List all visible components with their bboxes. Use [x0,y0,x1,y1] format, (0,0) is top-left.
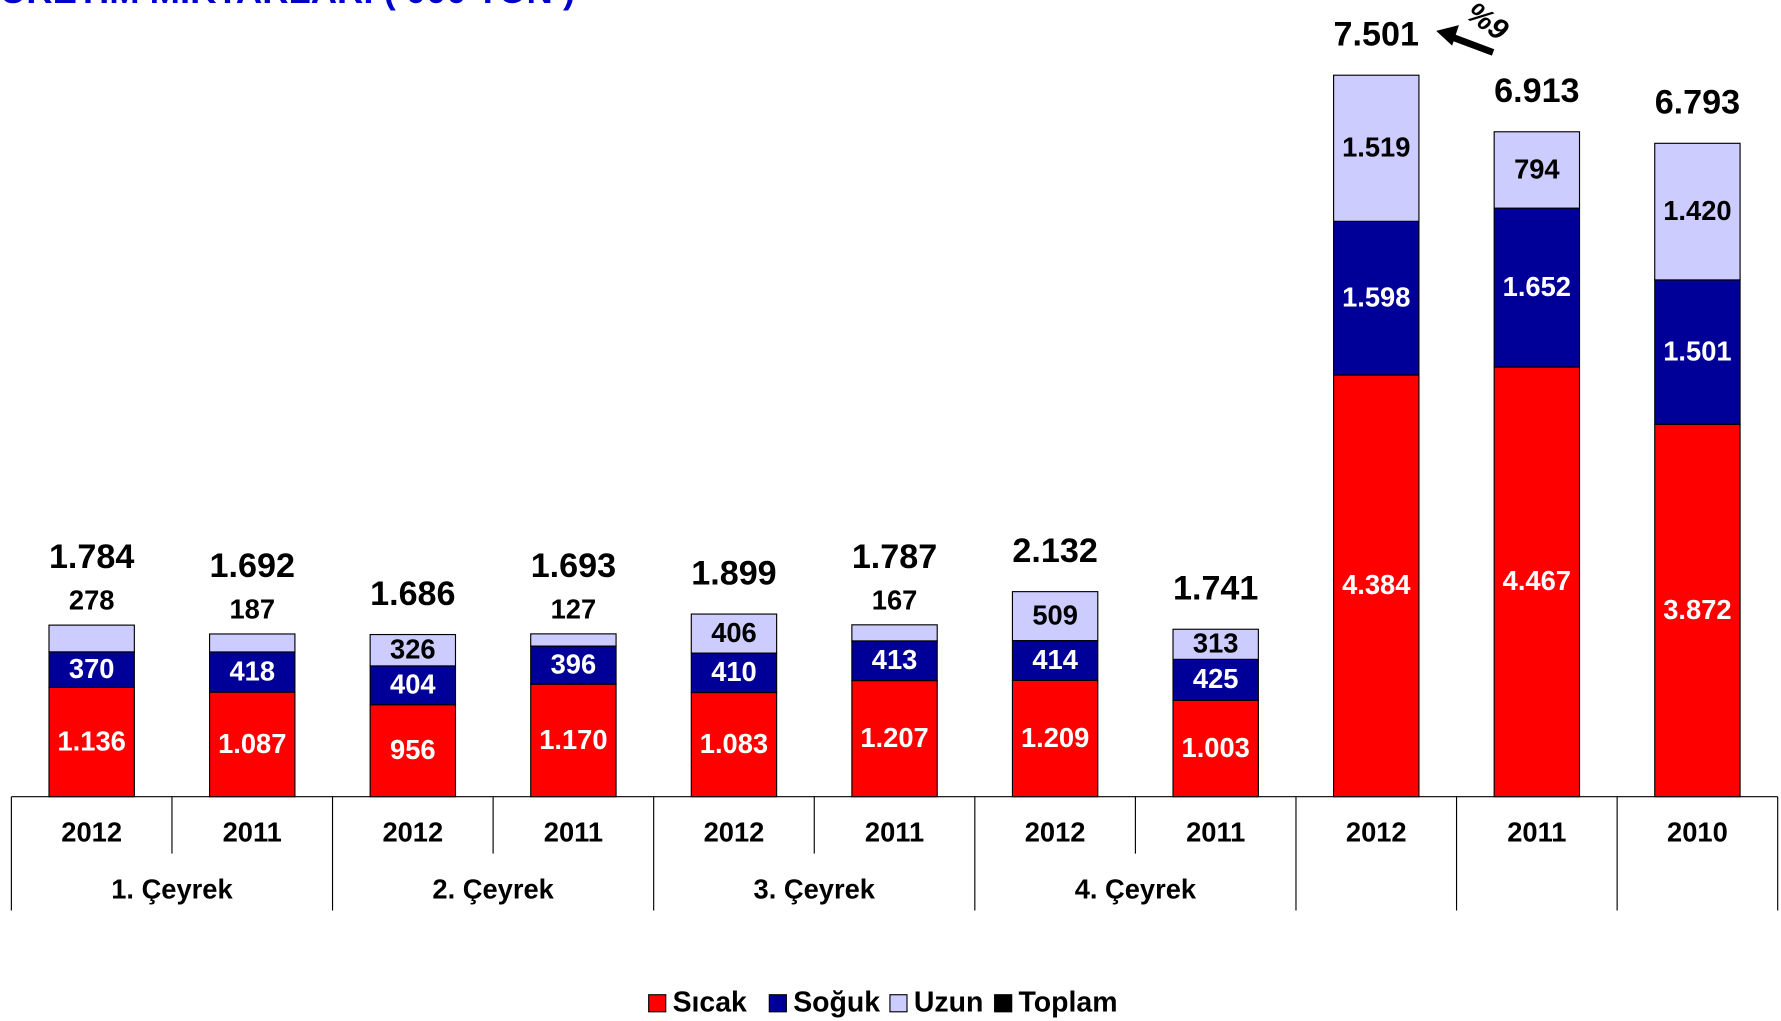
bar-segment [1172,628,1259,660]
bar-segment [48,624,135,653]
x-tick-label: 2012 [704,816,765,847]
value-label: 4.467 [1503,565,1571,596]
legend-swatch [768,994,787,1013]
bar-segment [530,645,617,685]
legend-label: Uzun [914,986,984,1018]
bar-segment [369,665,457,706]
x-tick-label: 2011 [1186,816,1245,847]
total-label: 1.692 [210,547,295,585]
bar-segment [690,613,778,654]
value-label: 1.652 [1503,271,1571,302]
value-label: 1.598 [1342,282,1410,313]
total-label: 2.132 [1012,532,1097,570]
value-label: 1.083 [700,728,768,759]
value-label: 278 [69,585,115,616]
total-label: 1.693 [531,547,616,585]
value-label: 1.087 [218,728,286,759]
x-tick-label: 2012 [61,816,122,847]
total-label: 6.913 [1494,72,1579,110]
total-label: 1.899 [691,554,776,592]
value-label: 404 [390,669,436,700]
value-label: 406 [711,617,757,648]
bar-segment [1011,679,1099,798]
x-tick-label: 2010 [1667,816,1728,847]
value-label: 1.501 [1663,335,1731,366]
total-label: 1.686 [370,575,455,613]
value-label: 413 [872,644,918,675]
x-tick-label: 2011 [544,816,603,847]
total-label: 7.501 [1334,16,1419,54]
bar-segment [1493,366,1581,798]
value-label: 956 [390,734,436,765]
bar-segment [851,624,938,642]
bar-segment [1654,142,1741,281]
value-label: 187 [229,593,275,624]
value-label: 794 [1514,153,1560,184]
group-label: 1. Çeyrek [111,873,233,904]
bar-segment [1654,279,1741,425]
bar-segment [1333,220,1420,376]
value-label: 1.003 [1182,732,1250,763]
total-label: 1.787 [852,538,937,576]
bar-segment [208,651,296,693]
value-label: 167 [872,584,918,615]
bar-segment [369,633,457,667]
value-label: 370 [69,653,115,684]
total-label: 1.784 [49,538,134,576]
chart-title: ÜRETİM MİKTARLARI ( 000 TON ) [0,0,575,11]
group-label: 4. Çeyrek [1075,873,1197,904]
bar-segment [1333,74,1420,222]
x-tick-label: 2011 [223,816,282,847]
annotation-arrow [1436,25,1495,56]
legend-swatch [994,994,1013,1013]
bar-segment [690,652,778,694]
bar-segment [1493,207,1581,368]
value-label: 1.136 [58,725,126,756]
value-label: 509 [1032,599,1078,630]
legend-label: Sıcak [673,986,747,1018]
value-label: 418 [229,655,275,686]
value-label: 1.420 [1663,195,1731,226]
value-label: 4.384 [1342,569,1411,600]
x-tick-label: 2012 [1346,816,1407,847]
bar-segment [530,683,617,798]
value-label: 1.170 [539,724,607,755]
total-label: 6.793 [1655,84,1740,122]
x-tick-label: 2012 [1025,816,1086,847]
value-label: 3.872 [1663,594,1731,625]
value-label: 414 [1032,644,1078,675]
value-label: 1.209 [1021,722,1089,753]
x-tick-label: 2011 [865,816,924,847]
bar-segment [1011,640,1099,681]
bar-segment [1333,374,1420,798]
bar-segment [530,633,617,647]
value-label: 396 [551,648,597,679]
x-tick-label: 2012 [382,816,443,847]
legend-label: Soğuk [793,986,880,1018]
value-label: 326 [390,634,436,665]
total-label: 1.741 [1173,570,1258,608]
bar-segment [690,691,778,798]
value-label: 313 [1193,628,1239,659]
value-label: 1.519 [1342,132,1410,163]
bar-segment [1172,658,1259,701]
legend-swatch [889,994,908,1013]
bar-segment [1011,591,1099,642]
group-label: 2. Çeyrek [432,873,554,904]
bar-segment [208,691,296,798]
x-tick-label: 2011 [1507,816,1566,847]
bar-segment [1493,131,1581,209]
bar-segment [48,651,135,689]
legend-label: Toplam [1019,986,1118,1018]
group-label: 3. Çeyrek [754,873,876,904]
value-label: 410 [711,656,757,687]
value-label: 127 [551,593,597,624]
legend-swatch [648,994,667,1013]
value-label: 1.207 [860,722,928,753]
value-label: 425 [1193,663,1239,694]
bar-segment [208,633,296,653]
